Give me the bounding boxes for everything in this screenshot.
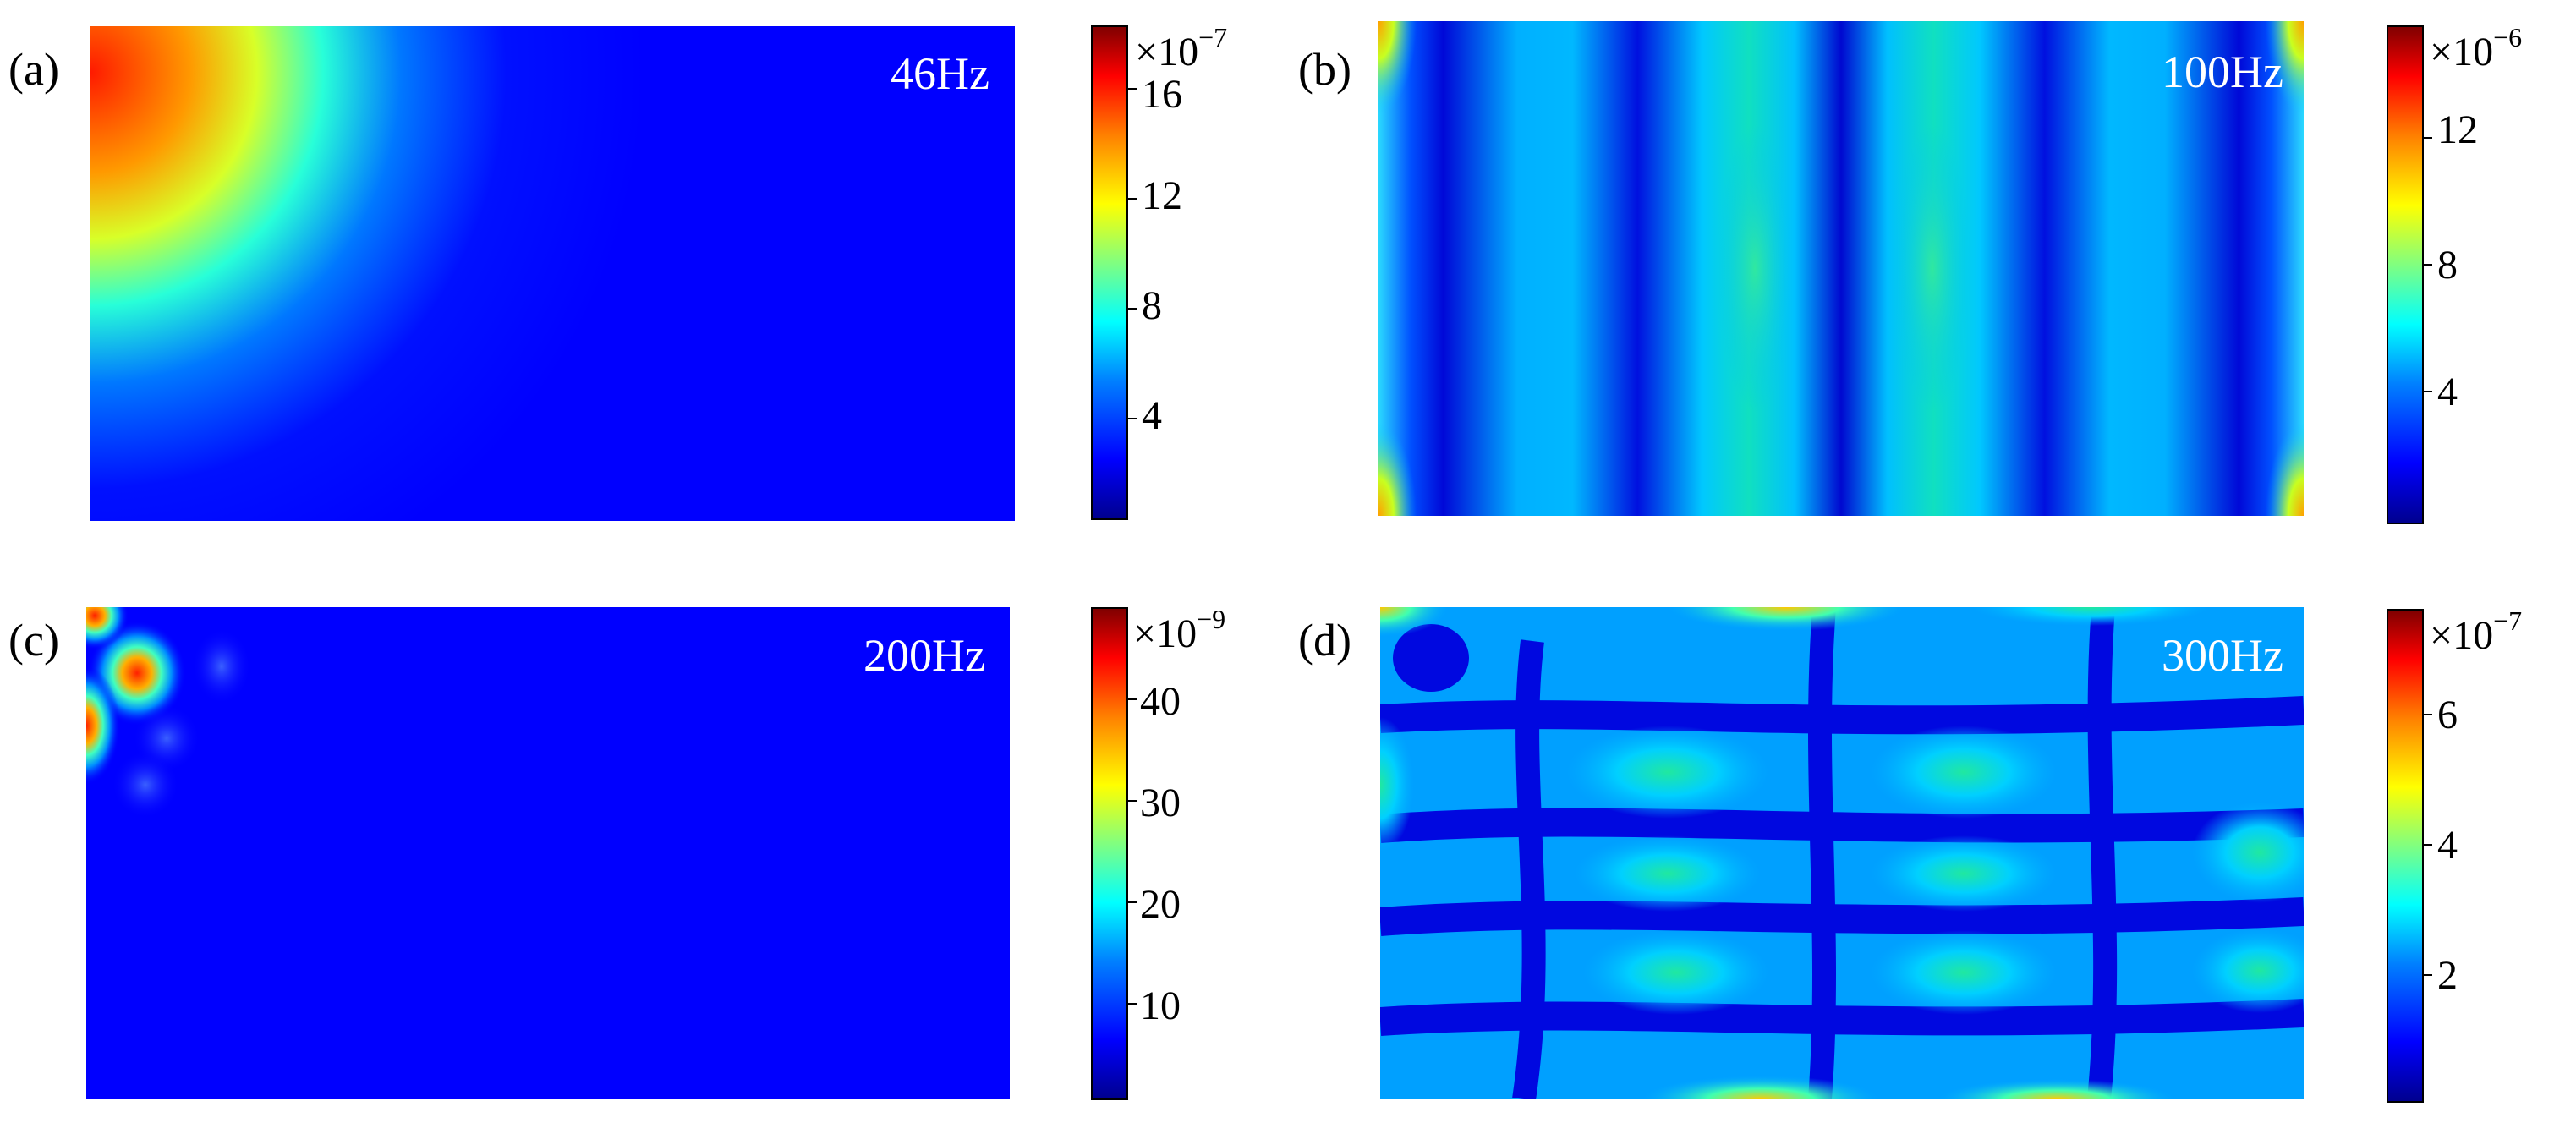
colorbar-b-tick: 12 — [2437, 107, 2478, 152]
heatmap-d — [1380, 607, 2304, 1099]
colorbar-d-tick: 2 — [2437, 953, 2458, 998]
freq-label-b: 100Hz — [2162, 47, 2283, 97]
colorbar-c-tick: 40 — [1140, 679, 1181, 724]
colorbar-c-tick: 20 — [1140, 882, 1181, 927]
heatmap-b-field — [1378, 21, 2304, 516]
colorbar-d-exponent: ×10−7 — [2430, 605, 2523, 658]
colorbar-b — [2387, 25, 2432, 524]
colorbar-d — [2387, 609, 2432, 1103]
heatmap-c-svg — [86, 607, 1010, 1099]
heatmap-a-field — [90, 26, 1015, 521]
colorbar-b-exponent: ×10−6 — [2430, 22, 2523, 74]
colorbar-b-tick: 8 — [2437, 243, 2458, 288]
colorbar-a — [1091, 25, 1137, 520]
panel-label-d: (d) — [1298, 615, 1351, 666]
panel-label-a: (a) — [8, 44, 59, 95]
heatmap-a-svg — [90, 26, 1015, 521]
colorbar-a-exponent: ×10−7 — [1135, 22, 1228, 74]
colorbar-c-tick: 10 — [1140, 983, 1181, 1028]
heatmap-b-svg — [1378, 21, 2304, 516]
freq-label-a: 46Hz — [891, 48, 989, 99]
colorbar-b-tick: 4 — [2437, 370, 2458, 414]
colorbar-c-tick: 30 — [1140, 781, 1181, 825]
heatmap-c — [86, 607, 1010, 1099]
colorbar-c — [1091, 607, 1137, 1100]
heatmap-b — [1378, 21, 2304, 516]
colorbar-a-tick: 4 — [1142, 393, 1162, 438]
colorbar-d-tick: 6 — [2437, 693, 2458, 737]
panel-label-b: (b) — [1298, 44, 1351, 95]
colorbar-c-exponent: ×10−9 — [1133, 604, 1226, 656]
heatmap-d-svg — [1380, 607, 2304, 1099]
freq-label-c: 200Hz — [863, 630, 985, 681]
panel-label-c: (c) — [8, 615, 59, 666]
colorbar-a-tick: 8 — [1142, 283, 1162, 328]
colorbar-d-tick: 4 — [2437, 823, 2458, 868]
colorbar-a-tick: 16 — [1142, 72, 1182, 117]
heatmap-a — [90, 26, 1015, 521]
colorbar-a-tick: 12 — [1142, 173, 1182, 218]
freq-label-d: 300Hz — [2162, 630, 2283, 681]
